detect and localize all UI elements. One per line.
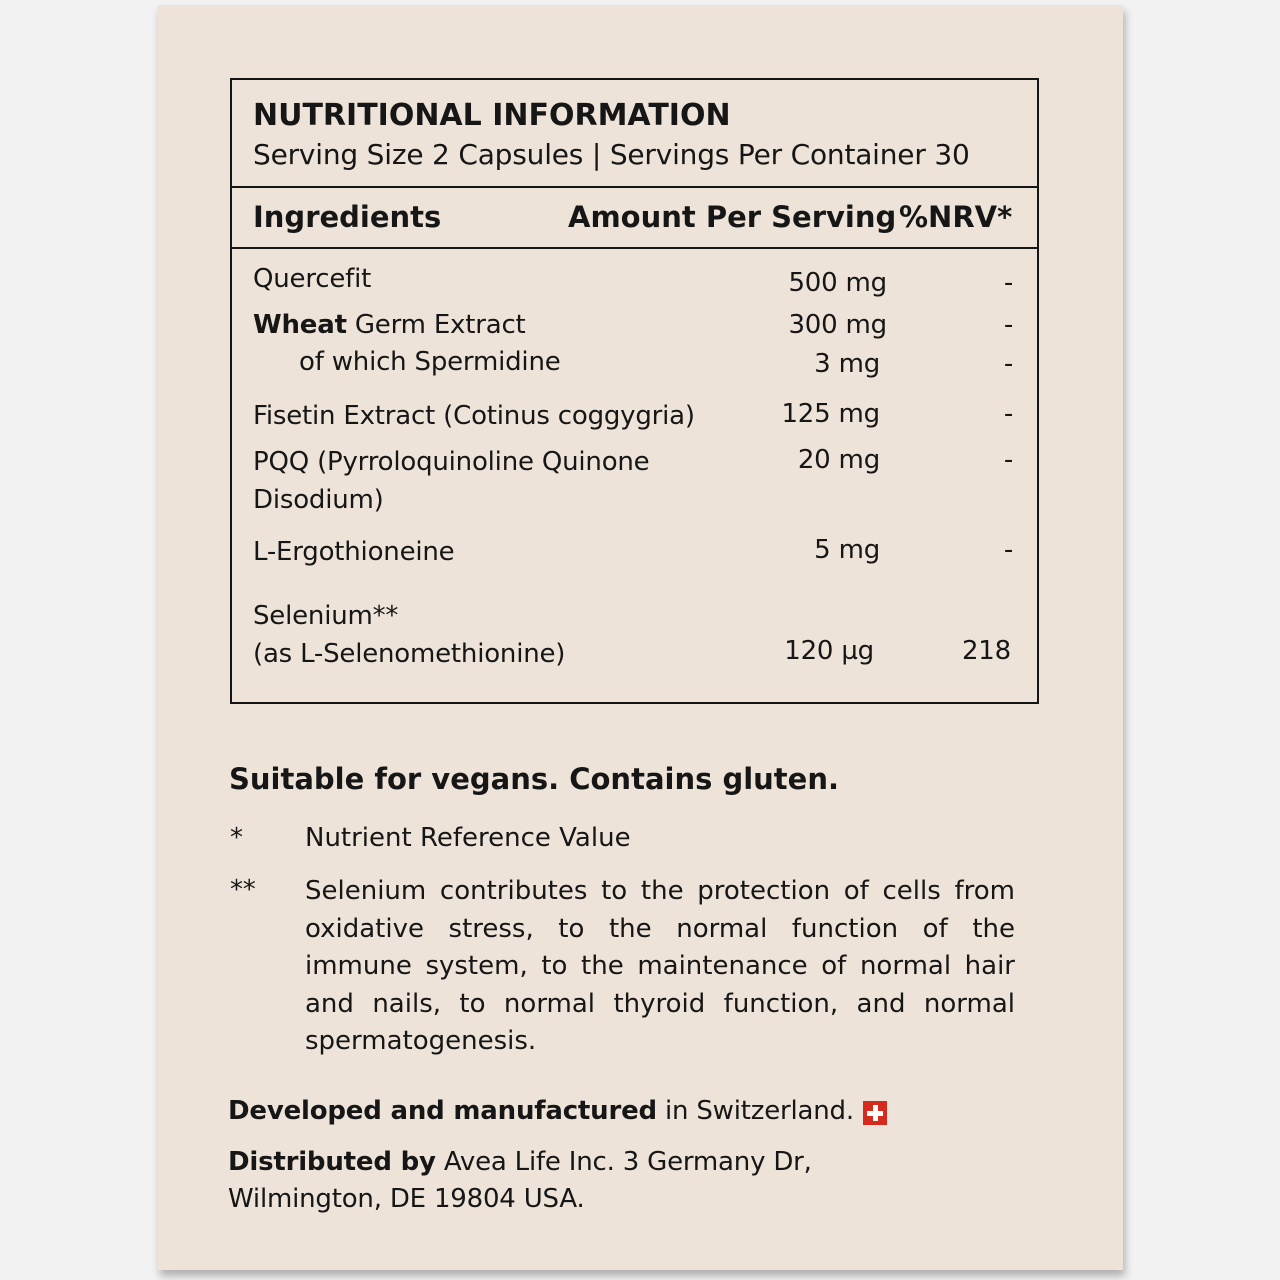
distributor-line2: Wilmington, DE 19804 USA. bbox=[228, 1184, 585, 1214]
ingredient-amount: 125 mg bbox=[781, 399, 880, 429]
origin-rest: in Switzerland. bbox=[656, 1096, 854, 1126]
divider bbox=[232, 247, 1037, 249]
label-card bbox=[158, 5, 1123, 1270]
header-amount: Amount Per Serving bbox=[568, 200, 897, 234]
swiss-flag-icon bbox=[863, 1101, 887, 1125]
distributor-address: Avea Life Inc. 3 Germany Dr, bbox=[435, 1147, 812, 1177]
ingredient-amount: 300 mg bbox=[788, 310, 887, 340]
ingredient-name: L-Ergothioneine bbox=[253, 537, 455, 567]
ingredient-name: Fisetin Extract (Cotinus coggygria) bbox=[253, 401, 695, 431]
ingredient-name: Selenium** bbox=[253, 601, 399, 631]
ingredient-name: PQQ (Pyrroloquinoline Quinone bbox=[253, 447, 650, 477]
footnote-mark: ** bbox=[230, 875, 256, 905]
origin-bold: Developed and manufactured bbox=[228, 1096, 657, 1126]
footnote-text: Nutrient Reference Value bbox=[305, 823, 631, 853]
nutrition-table: NUTRITIONAL INFORMATION Serving Size 2 C… bbox=[230, 78, 1039, 704]
ingredient-nrv: - bbox=[1003, 535, 1013, 565]
serving-info: Serving Size 2 Capsules | Servings Per C… bbox=[253, 138, 970, 171]
ingredient-nrv: - bbox=[1003, 310, 1013, 340]
ingredient-nrv: - bbox=[1003, 399, 1013, 429]
distributor-line1: Distributed by Avea Life Inc. 3 Germany … bbox=[228, 1147, 812, 1177]
footnote-text: Selenium contributes to the protection o… bbox=[305, 876, 1015, 1056]
ingredient-amount: 500 mg bbox=[788, 268, 887, 298]
ingredient-nrv: - bbox=[1003, 445, 1013, 475]
ingredient-amount: 120 µg bbox=[784, 636, 874, 666]
header-nrv: %NRV* bbox=[899, 200, 1013, 234]
ingredient-name: Quercefit bbox=[253, 264, 372, 294]
ingredient-amount: 3 mg bbox=[814, 349, 880, 379]
ingredient-name: Wheat Germ Extract bbox=[253, 310, 526, 340]
ingredient-name-cont: Disodium) bbox=[253, 485, 384, 515]
ingredient-name: of which Spermidine bbox=[299, 347, 561, 377]
ingredient-name-rest: Germ Extract bbox=[346, 310, 526, 340]
ingredient-name-bold: Wheat bbox=[253, 310, 347, 340]
footnote-mark: * bbox=[230, 823, 243, 853]
ingredient-name-cont: (as L-Selenomethionine) bbox=[253, 639, 566, 669]
vegan-note: Suitable for vegans. Contains gluten. bbox=[229, 762, 839, 796]
header-ingredients: Ingredients bbox=[253, 200, 442, 234]
ingredient-nrv: - bbox=[1003, 268, 1013, 298]
origin-text: Developed and manufactured in Switzerlan… bbox=[228, 1096, 854, 1126]
ingredient-nrv: 218 bbox=[961, 636, 1011, 666]
table-title: NUTRITIONAL INFORMATION bbox=[253, 98, 731, 133]
divider bbox=[232, 186, 1037, 188]
ingredient-nrv: - bbox=[1003, 349, 1013, 379]
distributor-bold: Distributed by bbox=[228, 1147, 436, 1177]
ingredient-amount: 5 mg bbox=[814, 535, 880, 565]
ingredient-amount: 20 mg bbox=[797, 445, 880, 475]
